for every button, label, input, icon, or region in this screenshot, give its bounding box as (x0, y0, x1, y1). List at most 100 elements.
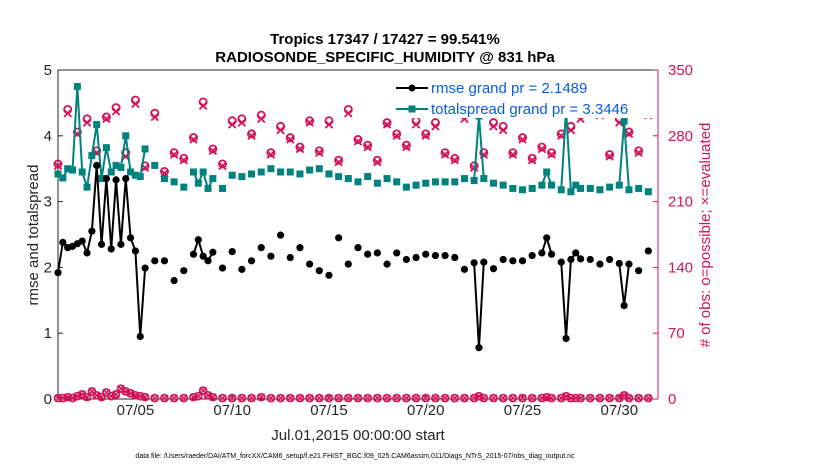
x-tick-label: 07/30 (601, 402, 639, 419)
obs-low-evaluated-marker (363, 394, 372, 402)
rmse-point (562, 334, 570, 343)
totalspread-point (219, 184, 227, 192)
obs-low-evaluated-marker (247, 394, 256, 402)
obs-evaluated-marker (402, 142, 411, 152)
rmse-point (126, 234, 135, 242)
obs-low-evaluated-marker (286, 394, 294, 402)
totalspread-point (577, 184, 585, 192)
rmse-point (189, 250, 198, 258)
obs-low-evaluated-marker (480, 394, 488, 402)
obs-evaluated-marker (624, 129, 634, 139)
obs-possible-marker (440, 148, 450, 158)
obs-low-evaluated-marker (170, 394, 178, 402)
obs-count-layer (53, 95, 653, 403)
obs-low-evaluated-marker (257, 393, 265, 401)
obs-low-possible-marker (218, 393, 227, 403)
y-right-tick-label: 350 (668, 62, 693, 79)
obs-evaluated-marker (63, 109, 72, 118)
obs-evaluated-marker (295, 144, 305, 154)
totalspread-point (151, 161, 159, 169)
rmse-point (136, 332, 144, 341)
obs-low-possible-marker (247, 393, 256, 403)
rmse-point (547, 250, 556, 258)
obs-low-possible-marker (53, 393, 63, 403)
obs-evaluated-marker (508, 150, 518, 159)
obs-low-evaluated-marker (392, 394, 401, 402)
totalspread-point (412, 181, 420, 189)
totalspread-point (315, 165, 323, 173)
rmse-point (247, 257, 256, 265)
totalspread-point (59, 174, 67, 182)
rmse-point (180, 267, 188, 275)
totalspread-point (160, 175, 168, 183)
totalspread-point (489, 179, 497, 187)
obs-low-possible-marker (605, 393, 614, 403)
obs-evaluated-marker (82, 118, 92, 127)
y-left-axis-label: rmse and totalspread (25, 165, 42, 306)
obs-evaluated-marker (102, 114, 111, 124)
obs-low-evaluated-marker (634, 394, 643, 402)
obs-low-possible-marker (547, 393, 556, 403)
totalspread-point (127, 168, 135, 176)
obs-low-possible-marker (276, 393, 285, 403)
rmse-point (160, 257, 169, 265)
obs-low-evaluated-marker (383, 394, 391, 402)
rmse-point (83, 249, 91, 257)
totalspread-point (402, 183, 410, 191)
obs-evaluated-marker (634, 148, 643, 157)
obs-low-possible-marker (585, 393, 595, 403)
legend-box (392, 76, 654, 118)
plot-area (58, 70, 658, 399)
rmse-point (567, 255, 575, 264)
legend: rmse grand pr = 2.1489 totalspread grand… (392, 76, 654, 118)
totalspread-point (470, 177, 478, 185)
obs-low-evaluated-marker (276, 394, 285, 402)
rmse-point (267, 252, 275, 260)
rmse-point (489, 265, 498, 273)
obs-low-evaluated-marker (354, 394, 362, 402)
obs-evaluated-marker (179, 156, 189, 165)
obs-evaluated-marker (392, 131, 401, 141)
rmse-point (102, 174, 110, 183)
rmse-point (606, 255, 614, 264)
rmse-point (93, 161, 101, 170)
rmse-point (97, 240, 106, 248)
obs-low-possible-marker (460, 393, 469, 403)
rmse-point (54, 269, 62, 277)
obs-low-evaluated-marker (141, 393, 149, 401)
obs-low-possible-marker (392, 393, 402, 403)
obs-low-possible-marker (111, 389, 121, 399)
obs-evaluated-marker (411, 120, 421, 129)
totalspread-layer (54, 82, 652, 196)
totalspread-point (557, 186, 565, 194)
y-left-tick-label: 5 (44, 62, 52, 79)
obs-evaluated-marker (489, 122, 498, 131)
obs-possible-marker (547, 148, 557, 158)
y-left-tick-label: 4 (44, 128, 52, 145)
totalspread-point (441, 178, 449, 186)
totalspread-point (117, 163, 125, 171)
totalspread-point (606, 183, 614, 191)
obs-evaluated-marker (605, 152, 614, 161)
totalspread-point (180, 183, 188, 191)
obs-low-possible-marker (344, 393, 353, 403)
totalspread-point (267, 165, 275, 173)
totalspread-point (98, 175, 106, 183)
rmse-point (344, 260, 352, 268)
obs-possible-marker (266, 148, 276, 158)
obs-low-possible-marker (373, 393, 382, 403)
y-left-tick-label: 3 (44, 194, 52, 211)
obs-low-possible-marker (634, 393, 643, 403)
y-left-tick-label: 1 (44, 325, 52, 342)
totalspread-point (635, 184, 643, 192)
obs-evaluated-marker (305, 118, 314, 127)
obs-evaluated-marker (421, 131, 430, 141)
obs-low-possible-marker (479, 393, 489, 403)
obs-low-possible-marker (440, 393, 450, 403)
rmse-point (209, 248, 217, 256)
obs-low-evaluated-marker (489, 394, 498, 402)
rmse-point (615, 259, 623, 268)
obs-evaluated-marker (547, 150, 556, 159)
obs-possible-marker (382, 118, 392, 128)
